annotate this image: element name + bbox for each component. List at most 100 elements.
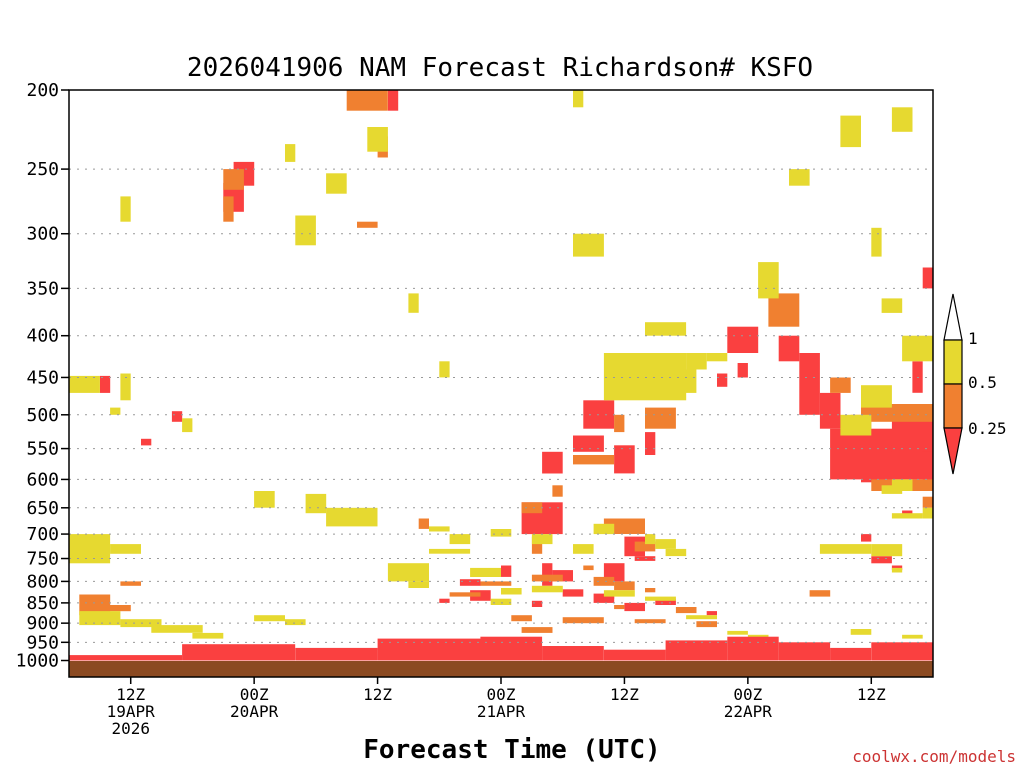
ground-fill [69,661,933,677]
ri-cell [706,353,728,362]
ri-cell [254,491,275,508]
y-tick-label: 350 [26,278,59,299]
x-tick-label: 12Z [857,685,886,704]
ri-cell [614,414,625,433]
colorbar-label: 0.5 [968,373,997,392]
y-tick-label: 650 [26,498,59,519]
ri-cell [367,127,388,152]
ri-cell [891,479,913,491]
ri-cell [531,536,543,554]
ri-cell [871,642,933,661]
ri-cell [891,107,913,132]
ri-cell [326,173,347,194]
ri-cell [799,353,820,415]
x-tick-label: 00Z [487,685,516,704]
ri-cell [655,598,676,605]
ri-cell [861,404,933,422]
ri-cell [449,592,481,597]
colorbar-segment [943,383,963,429]
ri-cell [737,363,748,378]
ri-cell [861,534,872,542]
y-tick-label: 400 [26,326,59,347]
x-tick-label: 12Z [116,685,145,704]
x-axis-label: Forecast Time (UTC) [363,735,660,765]
ri-cell [573,455,615,465]
ri-cell [922,507,933,519]
ri-cell [830,377,851,393]
ri-cell [223,169,244,190]
ri-cell [99,605,131,612]
ri-cell [69,375,100,393]
ri-cell [408,293,419,313]
ri-cell [511,615,532,622]
ri-cell [418,518,429,529]
ri-cell [377,638,481,661]
ri-cell [891,567,903,573]
ri-cell [871,556,892,564]
y-tick-label: 900 [26,613,59,634]
ri-cell [902,335,933,362]
ri-cell [480,581,512,586]
ri-cell [223,196,234,222]
ri-cell [665,640,728,661]
ri-cell [531,574,563,582]
ri-cell [655,539,676,549]
ri-cell [593,593,615,603]
ri-cell [490,598,512,605]
ri-cell [295,647,378,661]
y-tick-label: 800 [26,571,59,592]
ri-cell [480,636,543,661]
ri-cell [521,627,553,633]
ri-cell [686,615,717,620]
ri-cell [809,590,831,597]
ri-cell [686,353,707,370]
ri-cell [871,544,903,557]
ri-cell [645,534,656,545]
ri-cell [871,227,882,257]
ri-cell [531,600,543,607]
y-tick-label: 550 [26,439,59,460]
x-tick-label: 00Z [733,685,762,704]
ri-cell [696,621,717,628]
ri-cell [603,563,625,582]
ri-cell [881,298,903,313]
ri-cell [727,630,748,635]
ri-cell [614,581,635,591]
ri-cell [295,215,316,246]
y-tick-label: 850 [26,593,59,614]
ri-cell [603,590,635,597]
ri-cell [285,144,296,162]
ri-cell [573,90,584,108]
ri-cell [583,565,594,571]
colorbar-top-arrow [943,293,963,341]
ri-cell [120,196,131,222]
ri-cell [110,407,121,415]
y-tick-label: 700 [26,524,59,545]
x-tick-label: 2026 [111,719,150,738]
ri-cell [429,548,471,554]
ri-cell [254,615,285,622]
ri-cell [922,267,933,289]
ri-cell [891,513,923,519]
ri-cell [562,617,604,624]
ri-cell [110,544,141,554]
colorbar-label: 1 [968,329,978,348]
y-tick-label: 750 [26,549,59,570]
y-tick-label: 950 [26,632,59,653]
ri-cell [120,581,141,586]
ri-cell [285,619,306,626]
ri-cell [305,493,327,514]
ri-cell [99,375,111,393]
x-tick-label: 00Z [240,685,269,704]
colorbar-legend: 1 0.5 0.25 [943,293,1007,475]
ri-cell [840,414,872,436]
ri-cell [645,322,687,336]
credit-text[interactable]: coolwx.com/models [852,747,1016,766]
ri-cell [542,646,604,661]
ri-cell [346,90,388,111]
x-tick-label: 22APR [724,702,773,721]
ri-cell [922,451,933,486]
ri-cell [439,598,450,603]
ri-cell [449,534,471,545]
ri-cell [634,541,656,552]
